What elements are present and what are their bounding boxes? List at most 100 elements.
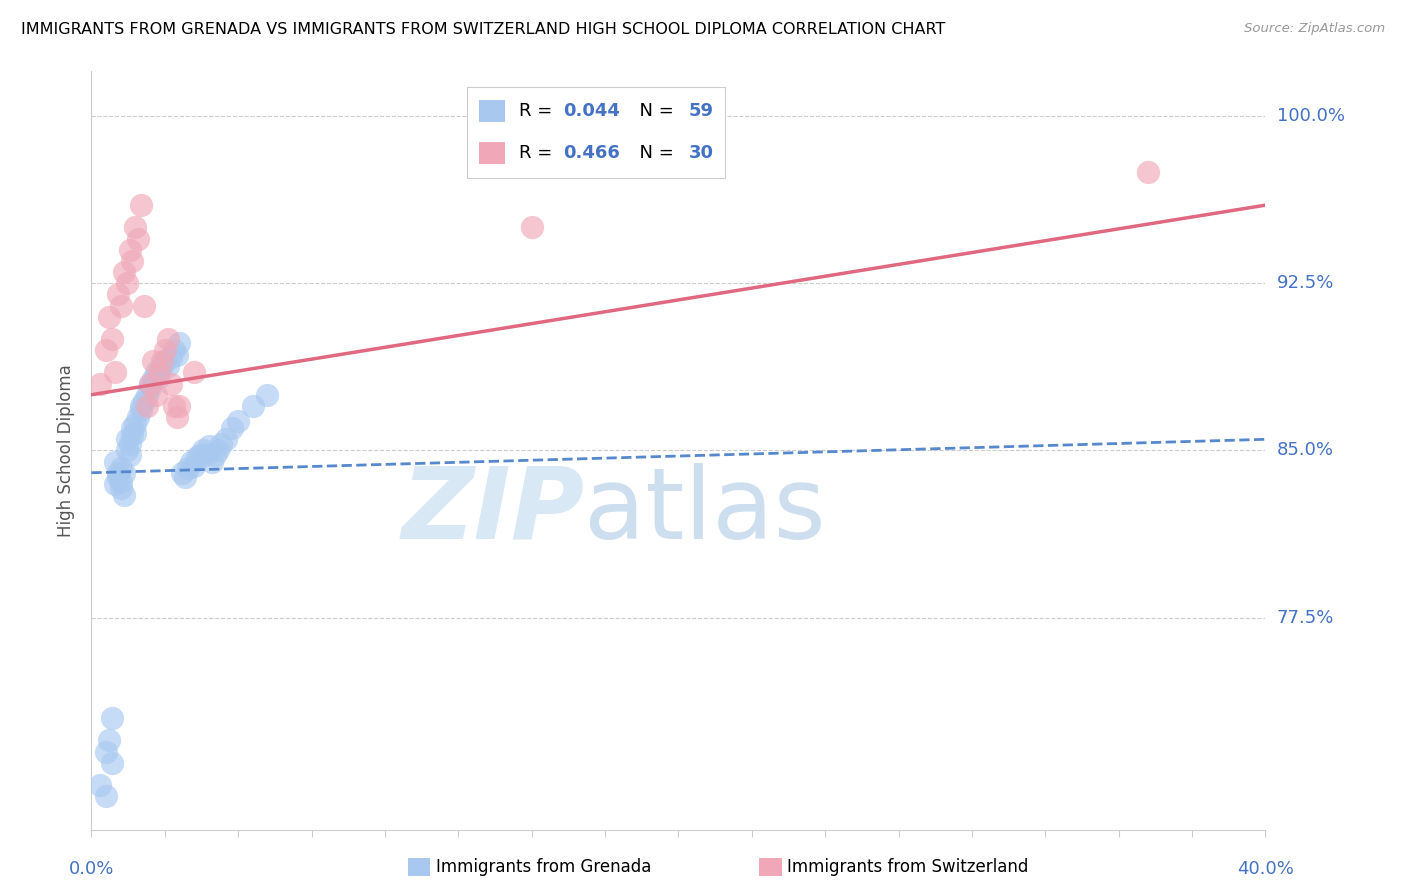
Text: R =: R = <box>519 102 558 120</box>
Point <box>124 220 146 235</box>
Point <box>124 425 146 440</box>
Point <box>169 336 191 351</box>
Point <box>186 450 208 464</box>
Text: 92.5%: 92.5% <box>1277 274 1334 293</box>
Text: 85.0%: 85.0% <box>1277 442 1333 459</box>
Point <box>110 298 132 312</box>
Point <box>112 265 135 279</box>
Text: 100.0%: 100.0% <box>1277 107 1344 125</box>
Point <box>98 310 121 324</box>
Text: Immigrants from Switzerland: Immigrants from Switzerland <box>787 858 1029 876</box>
Text: Immigrants from Grenada: Immigrants from Grenada <box>436 858 651 876</box>
Point <box>129 198 152 212</box>
Text: atlas: atlas <box>585 463 827 559</box>
FancyBboxPatch shape <box>408 858 430 876</box>
Point <box>129 403 152 417</box>
Point <box>188 448 211 462</box>
Point <box>156 359 179 373</box>
Point <box>221 421 243 435</box>
Point <box>153 354 176 368</box>
Point <box>162 399 184 413</box>
Point <box>150 354 173 368</box>
Point <box>98 733 121 747</box>
Text: 30: 30 <box>689 144 714 162</box>
Point <box>104 365 127 379</box>
Point <box>104 476 127 491</box>
Point <box>139 376 162 391</box>
FancyBboxPatch shape <box>479 100 505 122</box>
Text: Source: ZipAtlas.com: Source: ZipAtlas.com <box>1244 22 1385 36</box>
Point <box>145 387 167 401</box>
Text: IMMIGRANTS FROM GRENADA VS IMMIGRANTS FROM SWITZERLAND HIGH SCHOOL DIPLOMA CORRE: IMMIGRANTS FROM GRENADA VS IMMIGRANTS FR… <box>21 22 945 37</box>
Point <box>110 481 132 495</box>
Point <box>89 376 111 391</box>
Point <box>112 488 135 502</box>
Point <box>139 381 162 395</box>
Point <box>94 744 117 758</box>
Point <box>201 454 224 468</box>
Point <box>121 421 143 435</box>
Point <box>139 376 162 391</box>
Point <box>110 475 132 489</box>
FancyBboxPatch shape <box>759 858 782 876</box>
Point <box>118 243 141 257</box>
Text: N =: N = <box>628 144 679 162</box>
Point <box>242 399 264 413</box>
Point <box>172 466 194 480</box>
Point <box>256 387 278 401</box>
Point <box>191 443 214 458</box>
Y-axis label: High School Diploma: High School Diploma <box>58 364 76 537</box>
Point <box>166 410 188 425</box>
Point <box>107 466 129 480</box>
Point <box>142 354 165 368</box>
FancyBboxPatch shape <box>467 87 725 178</box>
Point <box>150 359 173 373</box>
Point <box>177 461 200 475</box>
Text: R =: R = <box>519 144 558 162</box>
Point <box>115 432 138 446</box>
Point <box>107 287 129 301</box>
Point <box>162 343 184 357</box>
Point <box>1136 164 1159 178</box>
Point <box>215 432 238 446</box>
Point <box>101 711 124 725</box>
FancyBboxPatch shape <box>479 142 505 164</box>
Point <box>148 365 170 379</box>
Point <box>127 410 149 425</box>
Text: 40.0%: 40.0% <box>1237 860 1294 878</box>
Point <box>115 276 138 290</box>
Point <box>145 365 167 379</box>
Point <box>118 448 141 462</box>
Point <box>204 448 226 462</box>
Point <box>124 417 146 431</box>
Point <box>136 399 159 413</box>
Point <box>134 298 156 312</box>
Point <box>148 369 170 384</box>
Point <box>159 350 181 364</box>
Point <box>142 372 165 386</box>
Point <box>101 756 124 770</box>
Point <box>115 443 138 458</box>
Text: 77.5%: 77.5% <box>1277 608 1334 627</box>
Point <box>104 454 127 468</box>
Point <box>207 443 229 458</box>
Point <box>156 332 179 346</box>
Text: 0.466: 0.466 <box>564 144 620 162</box>
Point <box>127 231 149 245</box>
Point <box>209 436 232 450</box>
Point <box>174 470 197 484</box>
Point <box>112 466 135 480</box>
Point <box>118 436 141 450</box>
Point <box>134 394 156 409</box>
Point <box>121 253 143 268</box>
Text: ZIP: ZIP <box>402 463 585 559</box>
Point <box>226 414 249 428</box>
Point <box>110 461 132 475</box>
Point <box>183 365 205 379</box>
Point <box>101 332 124 346</box>
Text: N =: N = <box>628 102 679 120</box>
Text: 59: 59 <box>689 102 714 120</box>
Point <box>180 454 202 468</box>
Point <box>121 427 143 442</box>
Point <box>166 347 188 361</box>
